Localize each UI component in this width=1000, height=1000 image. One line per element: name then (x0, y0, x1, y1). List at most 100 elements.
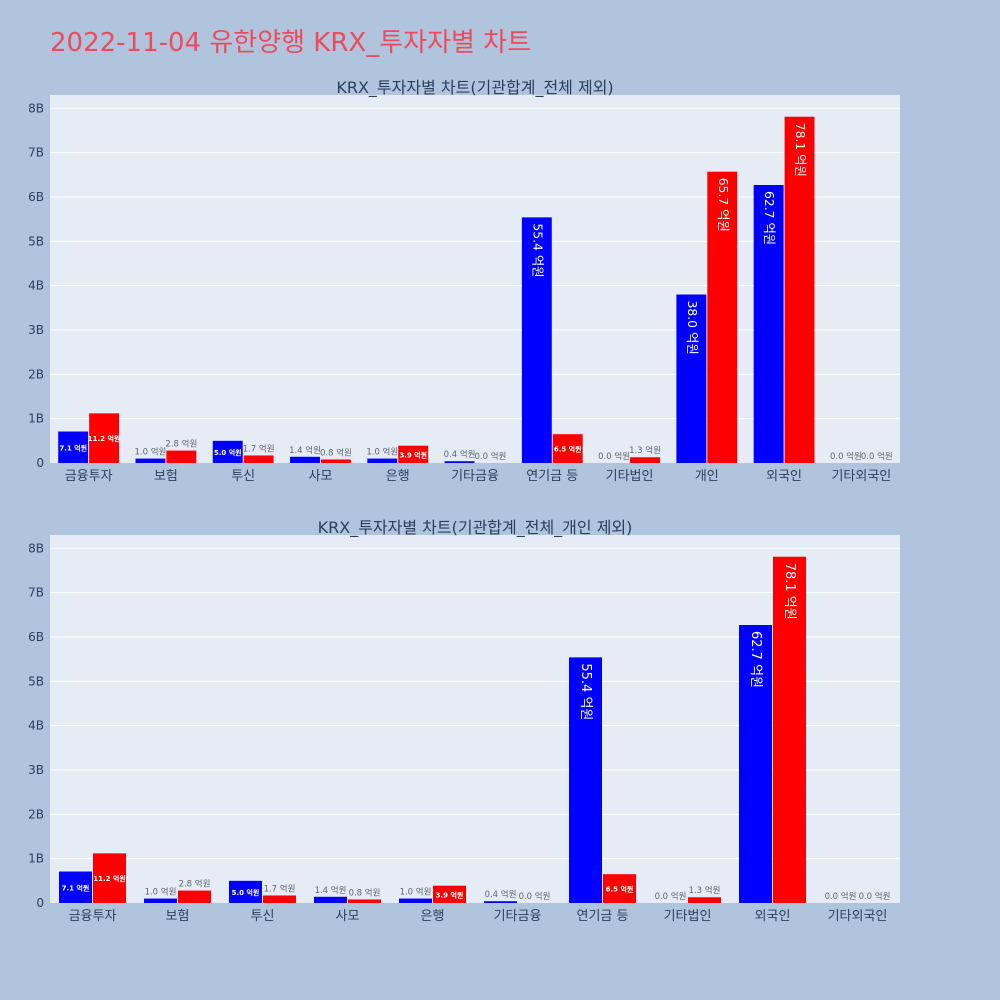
y-tick-label: 6B (28, 190, 44, 204)
bar (398, 445, 429, 463)
y-tick-label: 6B (28, 630, 44, 644)
bar-data-label: 1.3 억원 (689, 885, 721, 896)
x-tick-label: 외국인 (766, 469, 802, 484)
bar-data-label: 3.9 억원 (436, 890, 464, 899)
y-tick-label: 3B (28, 763, 44, 777)
bar-data-label: 1.4 억원 (289, 445, 321, 456)
x-tick-label: 기타금융 (494, 909, 542, 924)
y-tick-label: 8B (28, 541, 44, 555)
bar (739, 625, 772, 903)
x-tick-label: 기타법인 (664, 909, 712, 924)
x-tick-label: 보험 (166, 909, 190, 924)
bar (753, 185, 784, 463)
bar (569, 657, 602, 903)
bar-data-label: 55.4 억원 (530, 223, 544, 277)
x-tick-label: 기타외국인 (831, 469, 891, 484)
bar-data-label: 0.0 억원 (519, 891, 551, 902)
bar-data-label: 7.1 억원 (59, 443, 87, 452)
y-tick-label: 1B (28, 852, 44, 866)
page-title: 2022-11-04 유한양행 KRX_투자자별 차트 (50, 28, 532, 58)
bar-data-label: 0.0 억원 (825, 891, 857, 902)
chart-title: KRX_투자자별 차트(기관합계_전체 제외) (336, 78, 613, 98)
bar-data-label: 3.9 억원 (399, 450, 427, 459)
x-tick-label: 기타외국인 (828, 909, 888, 924)
bar (484, 901, 517, 903)
bar (243, 455, 274, 463)
bar-data-label: 78.1 억원 (782, 563, 797, 620)
bar-data-label: 1.0 억원 (145, 887, 177, 898)
bar-data-label: 1.0 억원 (135, 447, 167, 458)
y-tick-label: 5B (28, 674, 44, 688)
x-tick-label: 투신 (231, 469, 255, 484)
x-tick-label: 은행 (421, 908, 445, 924)
plot-area (50, 535, 900, 903)
bar (444, 461, 475, 463)
bar-data-label: 1.7 억원 (264, 883, 296, 894)
bar (59, 871, 92, 903)
bar (166, 450, 197, 463)
y-tick-label: 1B (28, 412, 44, 426)
x-tick-label: 기타금융 (451, 469, 499, 484)
bar (433, 885, 466, 903)
bar (320, 459, 351, 463)
bar-data-label: 0.0 억원 (830, 451, 862, 462)
bar-data-label: 38.0 억원 (685, 301, 699, 355)
bar-data-label: 1.7 억원 (243, 443, 275, 454)
bar-data-label: 0.4 억원 (444, 449, 476, 460)
bar-data-label: 62.7 억원 (762, 191, 776, 245)
bar-data-label: 2.8 억원 (179, 879, 211, 890)
bar (399, 898, 432, 903)
bar (348, 899, 381, 903)
bar (707, 171, 738, 463)
bar (144, 898, 177, 903)
bar (784, 116, 815, 464)
chart-investor-excl-inst-total-individual: KRX_투자자별 차트(기관합계_전체_개인 제외) 0 1B 2B 3B 4B 5B 6B 7… (28, 518, 900, 924)
chart-investor-excl-inst-total: KRX_투자자별 차트(기관합계_전체 제외) 0 1B 2B 3B 4B 5B 6B 7B 8B… (28, 78, 900, 484)
y-tick-label: 2B (28, 807, 44, 821)
bar (314, 896, 347, 903)
bar (229, 880, 262, 903)
bar (773, 556, 806, 903)
bar (552, 434, 583, 463)
y-tick-label: 8B (28, 101, 44, 115)
bar (603, 874, 636, 903)
bar (688, 897, 721, 903)
chart-title: KRX_투자자별 차트(기관합계_전체_개인 제외) (318, 518, 633, 538)
bar (212, 440, 243, 463)
bar (630, 457, 660, 463)
bar-data-label: 11.2 억원 (88, 434, 121, 443)
x-tick-label: 연기금 등 (526, 469, 578, 484)
bar-data-label: 55.4 억원 (578, 663, 593, 720)
x-tick-label: 투신 (251, 909, 275, 924)
bar-data-label: 0.0 억원 (861, 451, 893, 462)
bar-data-label: 6.5 억원 (606, 885, 634, 894)
x-tick-label: 기타법인 (606, 469, 654, 484)
x-tick-label: 연기금 등 (577, 909, 629, 924)
x-tick-label: 사모 (308, 469, 332, 484)
bar-data-label: 7.1 억원 (62, 883, 90, 892)
y-tick-label: 4B (28, 719, 44, 733)
bar-data-label: 1.0 억원 (366, 447, 398, 458)
bar-data-label: 5.0 억원 (214, 448, 242, 457)
x-tick-label: 금융투자 (69, 909, 117, 924)
x-tick-label: 은행 (386, 468, 410, 484)
bar-data-label: 0.0 억원 (859, 891, 891, 902)
y-tick-label: 5B (28, 234, 44, 248)
bar-data-label: 0.0 억원 (598, 451, 630, 462)
bar (676, 294, 707, 463)
y-tick-label: 4B (28, 279, 44, 293)
x-tick-label: 보험 (154, 469, 178, 484)
y-tick-label: 7B (28, 586, 44, 600)
bar-data-label: 0.0 억원 (655, 891, 687, 902)
bar-data-label: 1.3 억원 (629, 445, 661, 456)
bar-data-label: 1.4 억원 (315, 885, 347, 896)
bar-data-label: 0.8 억원 (320, 447, 352, 458)
bar-data-label: 0.4 억원 (485, 889, 517, 900)
bar (89, 413, 120, 463)
bar (58, 431, 89, 463)
bar-data-label: 2.8 억원 (165, 439, 197, 450)
bar-data-label: 78.1 억원 (793, 123, 807, 177)
bar (135, 458, 166, 463)
bar-data-label: 62.7 억원 (748, 631, 763, 688)
bar-data-label: 6.5 억원 (554, 445, 582, 454)
